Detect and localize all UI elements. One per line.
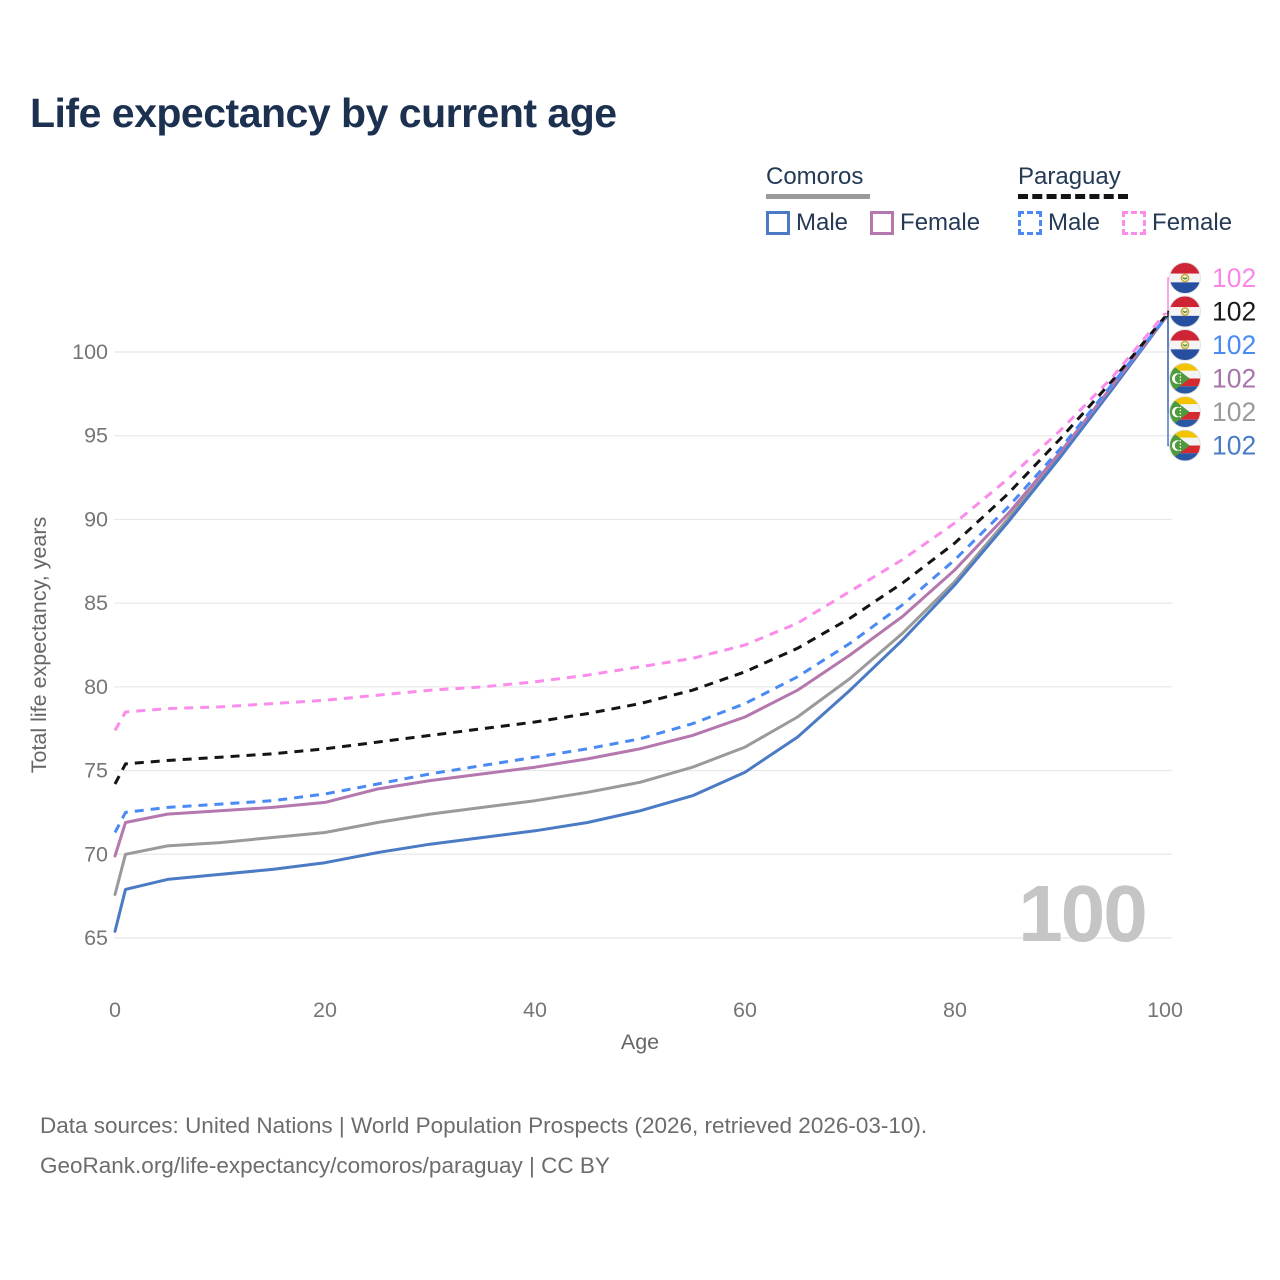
paraguay-line-style-sample — [1018, 194, 1128, 199]
comoros-male-swatch-icon — [766, 211, 790, 235]
end-label-value: 102 — [1212, 364, 1256, 394]
end-label-paraguay-female[interactable]: 102 — [1165, 262, 1256, 315]
x-axis-title: Age — [621, 1030, 659, 1054]
series-line-paraguay-both[interactable] — [113, 315, 1167, 785]
legend-country-paraguay[interactable]: Paraguay — [1018, 163, 1121, 190]
x-tick-label-80: 80 — [943, 998, 967, 1022]
end-label-value: 102 — [1212, 330, 1256, 360]
paraguay-flag-icon — [1169, 329, 1201, 361]
comoros-flag-icon — [1169, 430, 1201, 461]
legend-item-label: Female — [900, 209, 981, 236]
legend-item-comoros-male[interactable]: Male — [766, 209, 848, 237]
attribution-link-text[interactable]: GeoRank.org/life-expectancy/comoros/para… — [40, 1153, 610, 1178]
end-label-comoros-male[interactable]: 102 — [1165, 317, 1256, 462]
y-tick-label-65: 65 — [84, 926, 108, 950]
paraguay-flag-icon — [1169, 262, 1201, 294]
x-tick-label-0: 0 — [109, 998, 121, 1022]
series-line-comoros-female[interactable] — [113, 317, 1167, 858]
y-tick-label-100: 100 — [72, 340, 108, 364]
legend-item-label: Male — [1048, 209, 1101, 236]
series-line-comoros-male[interactable] — [113, 317, 1167, 933]
y-tick-label-95: 95 — [84, 424, 108, 448]
paraguay-male-swatch-icon — [1018, 211, 1042, 235]
paraguay-flag-icon — [1169, 296, 1201, 327]
y-tick-label-75: 75 — [84, 759, 108, 783]
legend-item-paraguay-male[interactable]: Male — [1018, 209, 1100, 237]
x-tick-label-40: 40 — [523, 998, 547, 1022]
end-label-value: 102 — [1212, 397, 1256, 427]
x-tick-label-60: 60 — [733, 998, 757, 1022]
legend-item-label: Male — [796, 209, 849, 236]
end-label-paraguay-both[interactable]: 102 — [1165, 295, 1256, 328]
data-sources-text: Data sources: United Nations | World Pop… — [40, 1113, 928, 1138]
comoros-line-style-sample — [766, 194, 870, 199]
comoros-flag-icon — [1169, 396, 1201, 428]
hover-age-watermark: 100 — [1018, 869, 1145, 958]
legend-group-comoros: Comoros Male Female — [766, 163, 980, 237]
legend-item-label: Female — [1152, 209, 1233, 236]
series-line-paraguay-male[interactable] — [113, 317, 1167, 834]
end-label-value: 102 — [1212, 263, 1256, 293]
paraguay-female-swatch-icon — [1122, 211, 1147, 235]
comoros-female-swatch-icon — [870, 211, 895, 235]
life-expectancy-chart: 65 70 75 80 85 90 95 100 0 20 40 60 80 100 Age Total li… — [27, 262, 1256, 1054]
legend-country-comoros[interactable]: Comoros — [766, 163, 864, 190]
y-tick-label-70: 70 — [84, 842, 108, 866]
chart-plot-area[interactable]: 65 70 75 80 85 90 95 100 0 20 40 60 80 100 Age Total li… — [0, 0, 1280, 1090]
end-label-comoros-female[interactable]: 102 — [1165, 317, 1256, 395]
end-label-value: 102 — [1212, 297, 1256, 327]
x-tick-label-20: 20 — [313, 998, 337, 1022]
legend-group-paraguay: Paraguay Male Female — [1018, 163, 1232, 237]
x-tick-label-100: 100 — [1147, 998, 1183, 1022]
page-title: Life expectancy by current age — [30, 90, 617, 136]
series-line-comoros-both[interactable] — [113, 317, 1167, 896]
end-label-comoros-both[interactable]: 102 — [1165, 317, 1256, 428]
legend-item-paraguay-female[interactable]: Female — [1122, 209, 1232, 237]
y-tick-label-90: 90 — [84, 507, 108, 531]
end-label-value: 102 — [1212, 431, 1256, 461]
y-tick-label-80: 80 — [84, 675, 108, 699]
y-tick-label-85: 85 — [84, 591, 108, 615]
end-label-paraguay-male[interactable]: 102 — [1165, 317, 1256, 361]
comoros-flag-icon — [1169, 363, 1201, 394]
y-axis-title: Total life expectancy, years — [27, 517, 51, 774]
legend-item-comoros-female[interactable]: Female — [870, 209, 980, 237]
